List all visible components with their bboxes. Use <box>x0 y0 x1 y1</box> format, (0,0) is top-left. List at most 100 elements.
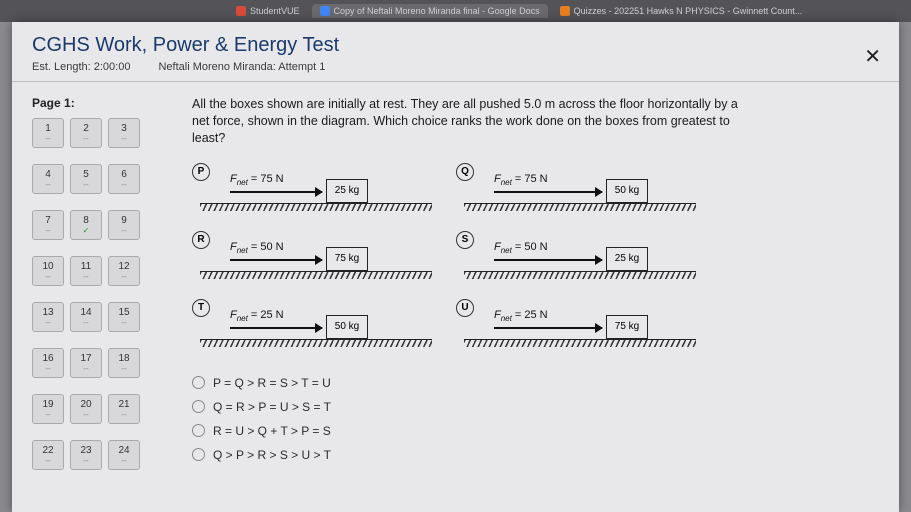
question-status: -- <box>45 411 50 419</box>
question-number: 13 <box>42 308 53 318</box>
force-arrow-icon <box>230 259 322 261</box>
question-number: 3 <box>121 124 127 134</box>
question-number: 1 <box>45 124 51 134</box>
question-nav-cell[interactable]: 19-- <box>32 394 64 424</box>
question-number: 11 <box>81 262 91 272</box>
mass-box: 75 kg <box>606 315 648 339</box>
question-number: 18 <box>118 354 129 364</box>
question-prompt: All the boxes shown are initially at res… <box>192 96 752 147</box>
question-nav-cell[interactable]: 18-- <box>108 348 140 378</box>
question-number: 16 <box>42 354 53 364</box>
question-nav-cell[interactable]: 4-- <box>32 164 64 194</box>
question-nav-cell[interactable]: 9-- <box>108 210 140 240</box>
question-status: -- <box>121 411 126 419</box>
tab-label: Copy of Neftali Moreno Miranda final - G… <box>334 6 540 16</box>
answer-choices: P = Q > R = S > T = U Q = R > P = U > S =… <box>192 371 879 467</box>
radio-icon[interactable] <box>192 400 205 413</box>
question-status: -- <box>83 181 88 189</box>
force-label: Fnet = 75 N <box>494 173 548 187</box>
question-nav-cell[interactable]: 5-- <box>70 164 102 194</box>
question-status: -- <box>121 365 126 373</box>
question-status: -- <box>83 457 88 465</box>
answer-choice[interactable]: P = Q > R = S > T = U <box>192 371 879 395</box>
question-number: 8 <box>83 216 89 226</box>
question-nav-cell[interactable]: 3-- <box>108 118 140 148</box>
question-nav-cell[interactable]: 2-- <box>70 118 102 148</box>
question-number: 19 <box>42 400 53 410</box>
force-diagram: QFnet = 75 N50 kg <box>456 161 696 221</box>
radio-icon[interactable] <box>192 424 205 437</box>
question-number: 17 <box>80 354 91 364</box>
question-status: -- <box>121 319 126 327</box>
mass-box: 75 kg <box>326 247 368 271</box>
floor-surface <box>464 271 696 279</box>
check-icon: ✓ <box>83 227 90 235</box>
question-nav-cell[interactable]: 16-- <box>32 348 64 378</box>
force-label: Fnet = 50 N <box>494 241 548 255</box>
force-arrow-icon <box>230 191 322 193</box>
question-status: -- <box>45 365 50 373</box>
floor-surface <box>464 339 696 347</box>
tab-favicon <box>560 6 570 16</box>
floor-surface <box>200 339 432 347</box>
radio-icon[interactable] <box>192 448 205 461</box>
floor-surface <box>200 271 432 279</box>
question-nav-cell[interactable]: 20-- <box>70 394 102 424</box>
answer-choice[interactable]: Q > P > R > S > U > T <box>192 443 879 467</box>
question-nav-cell[interactable]: 21-- <box>108 394 140 424</box>
question-nav-cell[interactable]: 17-- <box>70 348 102 378</box>
question-status: -- <box>45 135 50 143</box>
mass-box: 25 kg <box>606 247 648 271</box>
choice-text: Q = R > P = U > S = T <box>213 400 331 414</box>
question-status: -- <box>45 457 50 465</box>
tab-label: Quizzes - 202251 Hawks N PHYSICS - Gwinn… <box>574 6 803 16</box>
question-status: -- <box>83 411 88 419</box>
question-status: -- <box>45 273 50 281</box>
question-nav-cell[interactable]: 6-- <box>108 164 140 194</box>
choice-text: Q > P > R > S > U > T <box>213 448 331 462</box>
question-number: 6 <box>121 170 127 180</box>
question-status: -- <box>121 273 126 281</box>
question-status: -- <box>121 457 126 465</box>
question-nav-cell[interactable]: 24-- <box>108 440 140 470</box>
question-nav-cell[interactable]: 1-- <box>32 118 64 148</box>
question-nav-cell[interactable]: 14-- <box>70 302 102 332</box>
question-status: -- <box>45 319 50 327</box>
close-icon[interactable]: ✕ <box>864 44 881 69</box>
question-number: 23 <box>80 446 91 456</box>
browser-tab[interactable]: StudentVUE <box>228 4 308 18</box>
mass-box: 25 kg <box>326 179 368 203</box>
question-number: 10 <box>42 262 53 272</box>
question-nav-cell[interactable]: 12-- <box>108 256 140 286</box>
est-length: Est. Length: 2:00:00 <box>32 61 130 73</box>
browser-tab[interactable]: Copy of Neftali Moreno Miranda final - G… <box>312 4 548 18</box>
question-nav-cell[interactable]: 8✓ <box>70 210 102 240</box>
diagram-letter-badge: R <box>192 231 210 249</box>
question-nav-cell[interactable]: 11-- <box>70 256 102 286</box>
force-diagram: UFnet = 25 N75 kg <box>456 297 696 357</box>
question-number: 21 <box>118 400 129 410</box>
attempt-label: Neftali Moreno Miranda: Attempt 1 <box>158 61 325 73</box>
question-nav-cell[interactable]: 15-- <box>108 302 140 332</box>
question-number: 24 <box>118 446 129 456</box>
question-nav-cell[interactable]: 7-- <box>32 210 64 240</box>
question-panel: All the boxes shown are initially at res… <box>192 96 879 470</box>
answer-choice[interactable]: Q = R > P = U > S = T <box>192 395 879 419</box>
force-label: Fnet = 50 N <box>230 241 284 255</box>
diagram-letter-badge: S <box>456 231 474 249</box>
question-number: 7 <box>45 216 51 226</box>
question-status: -- <box>83 135 88 143</box>
diagram-letter-badge: T <box>192 299 210 317</box>
question-nav-cell[interactable]: 10-- <box>32 256 64 286</box>
radio-icon[interactable] <box>192 376 205 389</box>
question-nav-cell[interactable]: 23-- <box>70 440 102 470</box>
choice-text: P = Q > R = S > T = U <box>213 376 331 390</box>
browser-tab[interactable]: Quizzes - 202251 Hawks N PHYSICS - Gwinn… <box>552 4 811 18</box>
force-arrow-icon <box>494 191 602 193</box>
question-number: 2 <box>83 124 89 134</box>
force-label: Fnet = 75 N <box>230 173 284 187</box>
question-number: 20 <box>80 400 91 410</box>
question-nav-cell[interactable]: 13-- <box>32 302 64 332</box>
question-nav-cell[interactable]: 22-- <box>32 440 64 470</box>
answer-choice[interactable]: R = U > Q + T > P = S <box>192 419 879 443</box>
